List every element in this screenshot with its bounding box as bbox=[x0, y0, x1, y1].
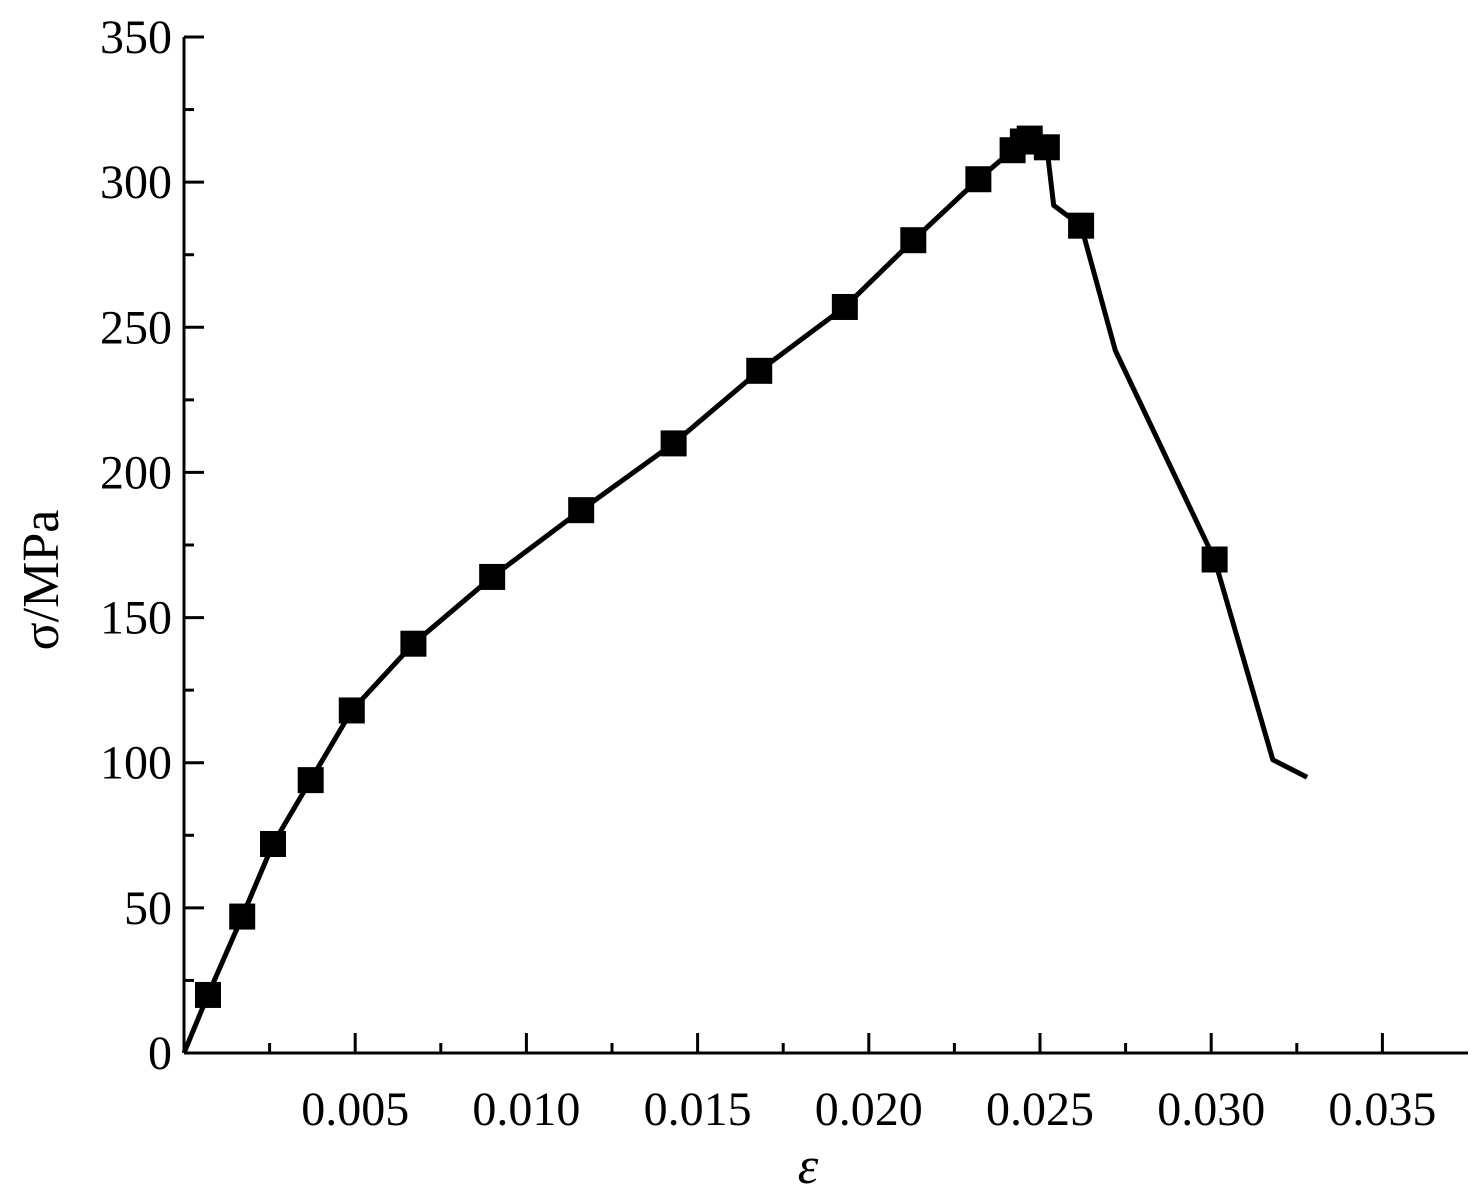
x-tick-label: 0.025 bbox=[986, 1083, 1094, 1136]
data-marker bbox=[338, 697, 365, 724]
data-line bbox=[181, 136, 1309, 1054]
data-marker bbox=[1201, 546, 1228, 573]
y-tick-label: 200 bbox=[100, 446, 172, 499]
y-tick-label: 0 bbox=[148, 1027, 172, 1080]
data-marker bbox=[1033, 134, 1060, 161]
data-marker bbox=[400, 630, 427, 657]
y-axis-label: σ/MPa bbox=[13, 510, 70, 651]
y-tick-label: 150 bbox=[100, 592, 172, 645]
data-marker bbox=[297, 767, 324, 794]
x-tick-label: 0.015 bbox=[644, 1083, 752, 1136]
data-marker bbox=[746, 357, 773, 384]
x-axis-label: ε bbox=[798, 1138, 819, 1195]
data-marker bbox=[479, 563, 506, 590]
y-tick-label: 250 bbox=[100, 301, 172, 354]
data-marker bbox=[568, 497, 595, 524]
x-tick-label: 0.030 bbox=[1157, 1083, 1265, 1136]
data-marker bbox=[965, 166, 992, 193]
x-tick-label: 0.035 bbox=[1328, 1083, 1436, 1136]
x-tick-label: 0.020 bbox=[815, 1083, 923, 1136]
data-marker bbox=[1068, 212, 1095, 239]
y-tick-label: 350 bbox=[100, 11, 172, 64]
data-marker bbox=[831, 293, 858, 320]
data-marker bbox=[229, 903, 256, 930]
y-tick-label: 300 bbox=[100, 156, 172, 209]
data-marker bbox=[660, 430, 687, 457]
x-tick-label: 0.005 bbox=[301, 1083, 409, 1136]
x-tick-label: 0.010 bbox=[472, 1083, 580, 1136]
y-tick-label: 50 bbox=[124, 882, 172, 935]
data-marker bbox=[900, 227, 927, 254]
data-marker bbox=[260, 830, 287, 857]
y-tick-label: 100 bbox=[100, 737, 172, 790]
data-marker bbox=[194, 981, 221, 1008]
